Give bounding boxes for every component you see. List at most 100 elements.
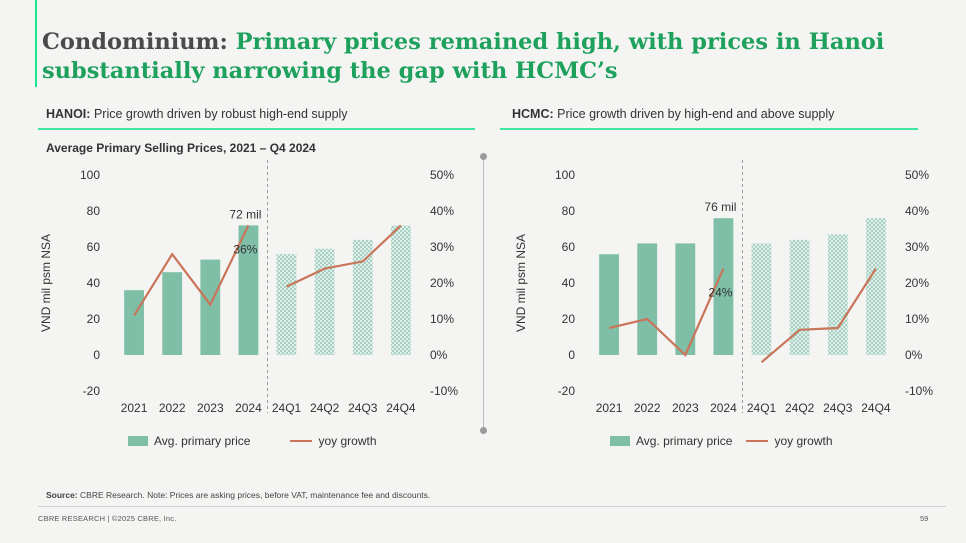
y2-tick-label: 50% — [430, 168, 454, 182]
hcmc-heading-text: Price growth driven by high-end and abov… — [557, 107, 835, 121]
x-tick-label: 2021 — [596, 401, 623, 415]
hcmc-heading-rule — [500, 128, 918, 130]
y2-tick-label: 40% — [905, 204, 929, 218]
bar-swatch — [128, 436, 148, 446]
bar — [200, 259, 221, 355]
hcmc-legend-line: yoy growth — [746, 434, 833, 448]
bar — [866, 218, 886, 355]
yoy-growth-line-quarterly — [760, 268, 877, 364]
y-tick-label: 100 — [80, 168, 100, 182]
y2-tick-label: 30% — [430, 240, 454, 254]
x-tick-label: 24Q4 — [386, 401, 416, 415]
bar — [827, 234, 848, 355]
hanoi-chart-title: Average Primary Selling Prices, 2021 – Q… — [46, 141, 316, 155]
x-tick-label: 24Q3 — [823, 401, 853, 415]
hanoi-heading: HANOI: Price growth driven by robust hig… — [46, 107, 348, 121]
x-tick-label: 24Q2 — [785, 401, 815, 415]
bar — [713, 218, 734, 355]
y-tick-label: 0 — [93, 348, 100, 362]
hanoi-heading-text: Price growth driven by robust high-end s… — [93, 107, 348, 121]
divider-dot-top — [480, 153, 487, 160]
divider-dot-bottom — [480, 427, 487, 434]
bar — [599, 254, 619, 355]
bar — [276, 254, 297, 355]
bar — [391, 225, 411, 355]
y-tick-label: 40 — [562, 276, 576, 290]
hcmc-legend-bar: Avg. primary price — [610, 434, 732, 448]
x-tick-label: 2023 — [197, 401, 224, 415]
hanoi-chart: VND mil psm NSA 100 80 60 40 20 0 -20 50% 40% 30% 2… — [39, 160, 458, 415]
x-tick-label: 2024 — [235, 401, 262, 415]
y2-tick-label: 40% — [430, 204, 454, 218]
x-tick-label: 2023 — [672, 401, 699, 415]
data-label: 72 mil — [229, 207, 261, 221]
yoy-growth-line-annual — [133, 224, 250, 316]
panel-divider — [483, 156, 484, 430]
y2-tick-label: 10% — [430, 312, 454, 326]
hcmc-heading: HCMC: Price growth driven by high-end an… — [512, 107, 834, 121]
bar — [124, 290, 144, 355]
bar — [314, 248, 335, 355]
hanoi-legend-line: yoy growth — [290, 434, 377, 448]
y2-tick-label: 0% — [430, 348, 448, 362]
data-label: 76 mil — [704, 200, 736, 214]
hcmc-legend-bar-label: Avg. primary price — [636, 434, 733, 448]
hanoi-heading-rule — [38, 128, 475, 130]
y-tick-label: 0 — [568, 348, 575, 362]
hanoi-legend: Avg. primary price yoy growth — [128, 434, 417, 448]
hanoi-legend-bar-label: Avg. primary price — [154, 434, 251, 448]
y-tick-label: 20 — [562, 312, 576, 326]
y-tick-label: 100 — [555, 168, 575, 182]
hanoi-legend-line-label: yoy growth — [318, 434, 377, 448]
y2-tick-label: -10% — [430, 384, 458, 398]
y-tick-label: 60 — [87, 240, 101, 254]
footer-text: CBRE RESEARCH | ©2025 CBRE, Inc. — [38, 514, 177, 523]
bar — [162, 272, 183, 355]
y2-tick-label: 0% — [905, 348, 923, 362]
y2-tick-label: -10% — [905, 384, 933, 398]
y-axis-label: VND mil psm NSA — [514, 234, 528, 332]
x-tick-label: 24Q2 — [310, 401, 340, 415]
x-tick-label: 24Q1 — [747, 401, 777, 415]
y-tick-label: 20 — [87, 312, 101, 326]
source-text: CBRE Research. Note: Prices are asking p… — [80, 490, 431, 500]
x-tick-label: 2022 — [634, 401, 661, 415]
y-tick-label: 80 — [87, 204, 101, 218]
bar-swatch — [610, 436, 630, 446]
bar — [637, 243, 658, 355]
footer-rule — [38, 506, 946, 507]
accent-bar — [35, 0, 37, 87]
bar — [352, 239, 373, 355]
x-tick-label: 2021 — [121, 401, 148, 415]
bar — [675, 243, 696, 355]
source-label: Source: — [46, 490, 78, 500]
y2-tick-label: 20% — [430, 276, 454, 290]
page-title: Condominium: Primary prices remained hig… — [42, 28, 942, 86]
y-tick-label: -20 — [83, 384, 101, 398]
yoy-growth-line-quarterly — [286, 224, 402, 288]
hcmc-legend: Avg. primary price yoy growth — [610, 434, 873, 448]
page-number: 59 — [920, 514, 929, 523]
hcmc-chart: VND mil psm NSA 100 80 60 40 20 0 -20 50% 40% 30% 2… — [514, 160, 933, 415]
line-swatch — [746, 440, 769, 442]
yoy-growth-line-annual — [608, 268, 725, 357]
y2-tick-label: 10% — [905, 312, 929, 326]
y-tick-label: 40 — [87, 276, 101, 290]
title-lead: Condominium: — [42, 29, 228, 55]
hanoi-legend-bar: Avg. primary price — [128, 434, 250, 448]
x-tick-label: 24Q4 — [861, 401, 891, 415]
y-tick-label: -20 — [558, 384, 576, 398]
title-rest: Primary prices remained high, with price… — [42, 29, 885, 84]
hcmc-heading-bold: HCMC: — [512, 107, 554, 121]
x-tick-label: 2024 — [710, 401, 737, 415]
data-label: 36% — [233, 242, 257, 256]
line-swatch — [290, 440, 313, 442]
y-tick-label: 80 — [562, 204, 576, 218]
y2-tick-label: 50% — [905, 168, 929, 182]
data-label: 24% — [708, 286, 732, 300]
hanoi-heading-bold: HANOI: — [46, 107, 91, 121]
y2-tick-label: 20% — [905, 276, 929, 290]
x-tick-label: 2022 — [159, 401, 186, 415]
hcmc-legend-line-label: yoy growth — [774, 434, 833, 448]
y-tick-label: 60 — [562, 240, 576, 254]
